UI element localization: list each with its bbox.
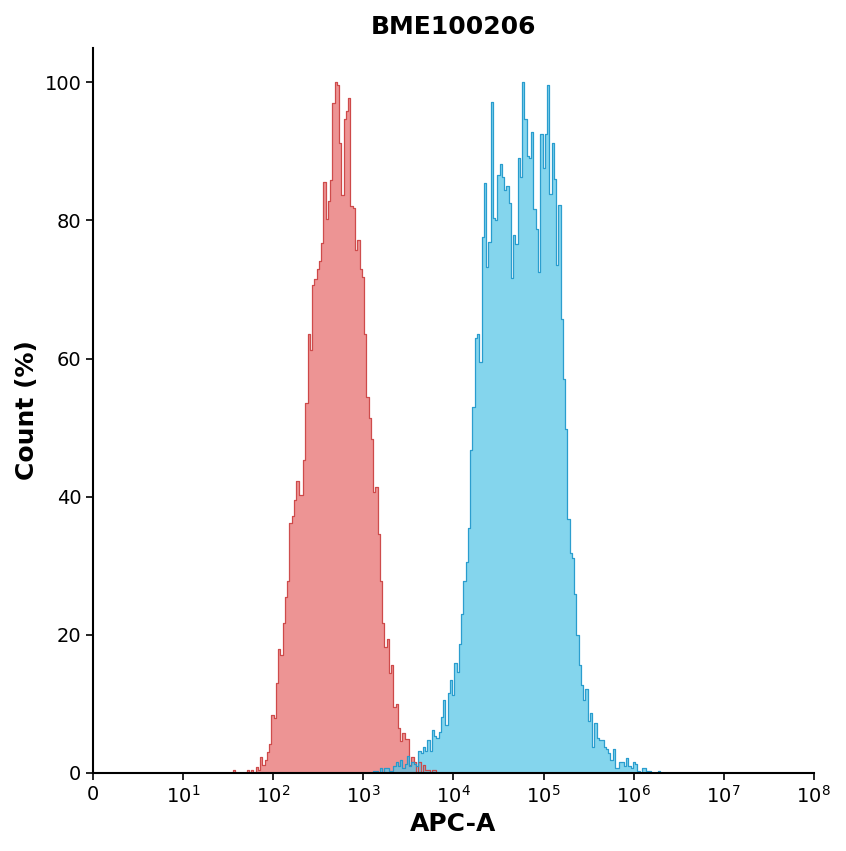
Title: BME100206: BME100206 — [371, 15, 536, 39]
Y-axis label: Count (%): Count (%) — [15, 340, 39, 480]
X-axis label: APC-A: APC-A — [410, 812, 497, 836]
